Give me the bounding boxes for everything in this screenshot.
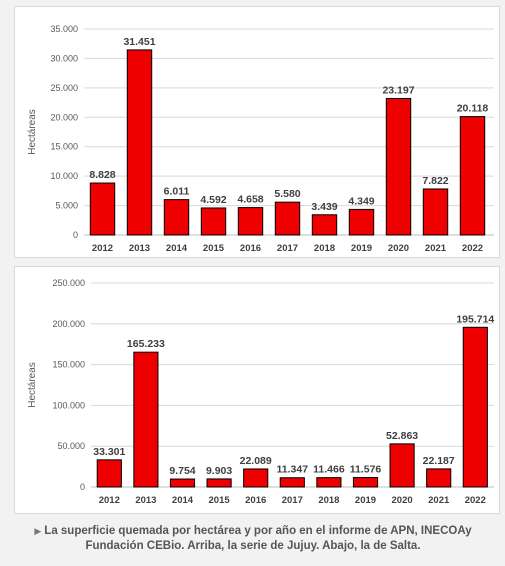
chart1-xtick-label-2015: 2015 <box>209 495 231 506</box>
chart0-data-label-2016: 4.658 <box>237 194 263 206</box>
chart0-ytick-label: 35.000 <box>50 24 78 34</box>
chart1-bar-2015 <box>206 478 232 488</box>
chart1-data-label-2017: 11.347 <box>277 464 309 476</box>
chart1-bar-2016 <box>243 468 269 488</box>
chart1-data-label-2012: 33.301 <box>93 446 125 458</box>
chart0-bar-2020 <box>385 97 412 236</box>
chart1-bar-2014 <box>169 478 196 488</box>
chart0-data-label-2021: 7.822 <box>422 175 448 187</box>
chart0-data-label-2012: 8.828 <box>89 169 115 181</box>
chart0-ytick-label: 5.000 <box>55 201 78 211</box>
chart1-bar-2017 <box>279 477 305 488</box>
chart1-ytick-label: 150.000 <box>52 360 85 370</box>
chart0-ytick-label: 25.000 <box>50 83 78 93</box>
chart1-data-label-2020: 52.863 <box>386 430 418 442</box>
chart0-ytick-label: 10.000 <box>50 171 78 181</box>
chart1-xtick-label-2016: 2016 <box>245 495 266 506</box>
chart1-bar-2018 <box>316 477 342 488</box>
chart1-data-label-2014: 9.754 <box>169 465 195 477</box>
chart1-xtick-label-2017: 2017 <box>282 495 303 506</box>
chart0-xtick-label-2019: 2019 <box>351 243 372 254</box>
chart-salta: 0 50.000 100.000 150.000 200.000 250.000 Hectá… <box>14 266 500 514</box>
chart0-xtick-label-2022: 2022 <box>462 243 483 254</box>
chart0-data-label-2013: 31.451 <box>123 36 155 48</box>
chart1-xtick-label-2021: 2021 <box>428 495 450 506</box>
chart1-xtick-label-2020: 2020 <box>392 495 413 506</box>
chart0-xtick-label-2021: 2021 <box>425 243 447 254</box>
chart0-xtick-label-2014: 2014 <box>166 243 188 254</box>
chart1-data-label-2018: 11.466 <box>313 464 345 476</box>
chart0-bar-2017 <box>274 201 301 236</box>
chart0-bar-2012 <box>89 182 116 236</box>
chart0-data-label-2014: 6.011 <box>164 186 190 198</box>
chart-jujuy-svg: 0 5.000 10.000 15.000 20.000 25.000 30.000 35.0… <box>27 24 494 254</box>
chart1-ytick-label: 200.000 <box>52 319 85 329</box>
figure-caption: ▶ La superficie quemada por hectárea y po… <box>18 524 488 554</box>
chart0-data-label-2019: 4.349 <box>348 195 374 207</box>
chart1-data-label-2013: 165.233 <box>127 338 165 350</box>
chart0-bar-2014 <box>163 199 190 236</box>
chart1-xtick-label-2019: 2019 <box>355 495 376 506</box>
chart0-xtick-label-2016: 2016 <box>240 243 261 254</box>
chart0-bar-2022 <box>459 116 486 236</box>
chart1-xtick-label-2022: 2022 <box>465 495 486 506</box>
chart1-ytick-label: 100.000 <box>52 400 85 410</box>
chart0-data-label-2020: 23.197 <box>382 84 414 96</box>
chart1-bar-2022 <box>462 326 488 488</box>
chart0-ylabel: Hectáreas <box>27 109 38 155</box>
chart1-xtick-label-2012: 2012 <box>99 495 120 506</box>
chart0-ytick-label: 0 <box>73 230 78 240</box>
chart0-xtick-label-2013: 2013 <box>129 243 150 254</box>
chart1-ytick-label: 250.000 <box>52 278 85 288</box>
chart1-bar-2013 <box>133 351 159 488</box>
chart-jujuy: 0 5.000 10.000 15.000 20.000 25.000 30.000 35.0… <box>14 6 500 258</box>
chart0-xtick-label-2015: 2015 <box>203 243 225 254</box>
chart1-xtick-label-2018: 2018 <box>318 495 339 506</box>
chart0-data-label-2022: 20.118 <box>457 103 489 115</box>
chart1-xtick-label-2013: 2013 <box>135 495 156 506</box>
chart0-bar-2013 <box>126 49 153 236</box>
chart0-ytick-label: 30.000 <box>50 53 78 63</box>
chart1-ytick-label: 50.000 <box>57 441 85 451</box>
chart1-ytick-label: 0 <box>80 482 85 492</box>
chart0-ytick-label: 20.000 <box>50 112 78 122</box>
chart1-data-label-2022: 195.714 <box>456 313 494 325</box>
chart1-xtick-label-2014: 2014 <box>172 495 194 506</box>
chart1-data-label-2021: 22.187 <box>423 455 455 467</box>
chart1-ylabel: Hectáreas <box>27 362 38 408</box>
chart1-bar-2019 <box>352 477 379 488</box>
chart0-xtick-label-2020: 2020 <box>388 243 409 254</box>
chart0-data-label-2015: 4.592 <box>200 194 226 206</box>
triangle-right-icon: ▶ <box>34 526 42 536</box>
chart1-data-label-2015: 9.903 <box>206 465 232 477</box>
chart0-data-label-2018: 3.439 <box>311 201 337 213</box>
chart0-bar-2018 <box>311 214 338 236</box>
chart1-bar-2020 <box>389 443 415 488</box>
chart0-bar-2015 <box>200 207 227 236</box>
chart-salta-svg: 0 50.000 100.000 150.000 200.000 250.000 Hectá… <box>27 278 494 506</box>
chart1-bar-2012 <box>96 459 122 488</box>
chart0-xtick-label-2012: 2012 <box>92 243 113 254</box>
chart0-data-label-2017: 5.580 <box>274 188 300 200</box>
chart0-bar-2019 <box>348 208 375 236</box>
chart0-xtick-label-2018: 2018 <box>314 243 335 254</box>
caption-text: La superficie quemada por hectárea y por… <box>44 525 472 552</box>
chart1-data-label-2019: 11.576 <box>350 464 382 476</box>
chart1-data-label-2016: 22.089 <box>240 455 272 467</box>
chart0-bar-2021 <box>422 188 449 236</box>
chart0-xtick-label-2017: 2017 <box>277 243 298 254</box>
chart1-bar-2021 <box>426 468 452 488</box>
chart0-ytick-label: 15.000 <box>50 142 78 152</box>
chart0-bar-2016 <box>237 207 264 236</box>
